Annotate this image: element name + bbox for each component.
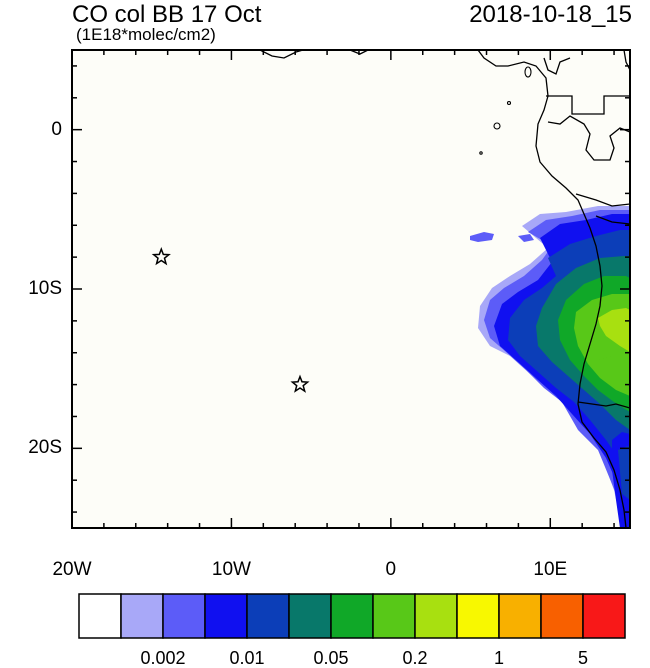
co-contour-island-2 bbox=[518, 234, 534, 242]
colorbar-box bbox=[414, 593, 458, 639]
border-angola-north bbox=[595, 215, 630, 225]
co-contour-island bbox=[470, 232, 494, 242]
border-east bbox=[623, 50, 630, 71]
islands bbox=[479, 66, 532, 155]
colorbar-box bbox=[582, 593, 626, 639]
colorbar bbox=[78, 593, 626, 639]
border-drc-angola bbox=[575, 193, 630, 207]
island-principe bbox=[506, 100, 512, 106]
lon-label: 10W bbox=[211, 559, 251, 580]
co-streak bbox=[598, 356, 630, 392]
colorbar-box bbox=[456, 593, 500, 639]
island-annobon bbox=[479, 151, 483, 155]
colorbar-label: 0.05 bbox=[313, 648, 349, 668]
colorbar-label: 0.2 bbox=[402, 648, 428, 668]
colorbar-box bbox=[330, 593, 374, 639]
coast-segment-2 bbox=[349, 50, 369, 55]
lon-label: 10E bbox=[533, 559, 568, 580]
border-cameroon bbox=[543, 57, 571, 75]
border-congo bbox=[547, 115, 630, 161]
colorbar-label: 1 bbox=[493, 648, 504, 668]
colorbar-label: 5 bbox=[577, 648, 588, 668]
star-icon bbox=[290, 374, 310, 393]
co-south-tail-core bbox=[618, 446, 630, 500]
colorbar-box bbox=[246, 593, 290, 639]
stations-layer bbox=[151, 246, 310, 393]
island-sao-tome bbox=[493, 122, 501, 130]
border-gabon bbox=[546, 95, 630, 115]
colorbar-box bbox=[498, 593, 542, 639]
map-frame bbox=[71, 49, 631, 529]
valid-time: 2018-10-18_15 bbox=[469, 1, 632, 28]
co-field bbox=[470, 206, 630, 528]
island-bioko bbox=[524, 66, 532, 78]
lat-label: 0 bbox=[51, 118, 62, 140]
colorbar-box bbox=[288, 593, 332, 639]
colorbar-label: 0.002 bbox=[140, 648, 186, 668]
colorbar-box bbox=[78, 593, 122, 639]
plot-units: (1E18*molec/cm2) bbox=[76, 25, 216, 44]
colorbar-label: 0.01 bbox=[229, 648, 265, 668]
co-contour-0.2 bbox=[598, 308, 630, 352]
colorbar-box bbox=[372, 593, 416, 639]
lon-label: 20W bbox=[52, 559, 92, 580]
colorbar-box bbox=[540, 593, 584, 639]
border-angola-namibia bbox=[577, 401, 630, 409]
africa-coastline bbox=[477, 50, 627, 528]
lat-label: 10S bbox=[28, 278, 62, 299]
colorbar-box bbox=[162, 593, 206, 639]
colorbar-box bbox=[204, 593, 248, 639]
colorbar-box bbox=[120, 593, 164, 639]
plot-title: CO col BB 17 Oct bbox=[72, 1, 262, 28]
star-icon bbox=[151, 246, 171, 266]
lon-label: 0 bbox=[385, 559, 397, 580]
lat-label: 20S bbox=[28, 437, 62, 459]
